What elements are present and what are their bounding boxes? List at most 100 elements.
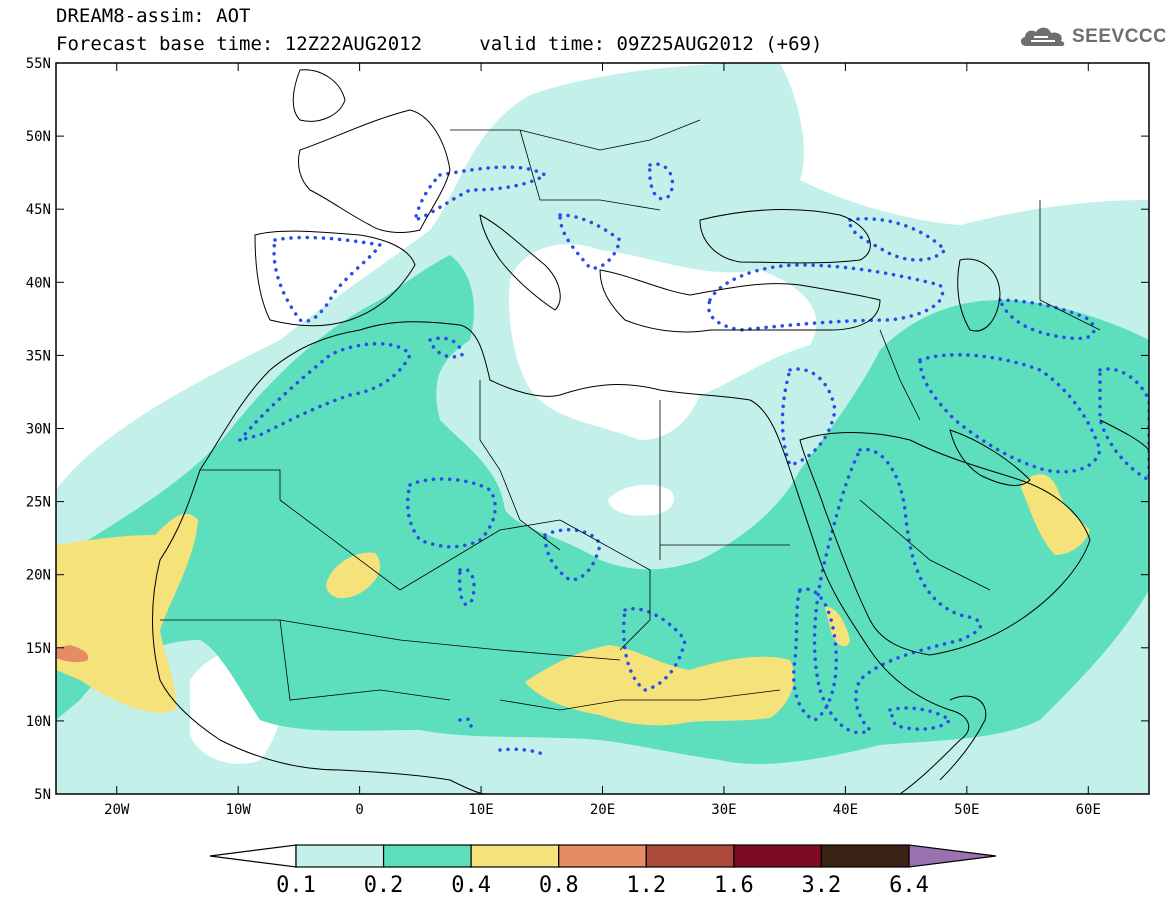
- colorbar-segment: [645, 844, 735, 868]
- colorbar-label: 1.6: [714, 873, 754, 898]
- logo-text: SEEVCCC: [1072, 26, 1165, 47]
- lat-tick-label: 40N: [26, 275, 51, 291]
- aot-contour-0.4-oman: [1020, 474, 1090, 555]
- cloud-icon: [1020, 27, 1065, 47]
- lon-tick-label: 0: [355, 802, 363, 818]
- border-algeria-libya: [479, 380, 561, 551]
- dotted-contour-tunisia: [427, 336, 464, 359]
- header-title: DREAM8-assim: AOT: [56, 5, 251, 27]
- base-time-label: Forecast base time: 12Z22AUG2012: [56, 33, 423, 55]
- lat-tick-label: 25N: [26, 495, 51, 511]
- dotted-contour-afghanistan: [1098, 367, 1149, 482]
- colorbar-label: 3.2: [802, 873, 842, 898]
- dotted-contour-balkans: [558, 213, 622, 270]
- border-europe-b: [519, 129, 661, 211]
- border-sahel: [279, 619, 621, 661]
- seevccc-logo: SEEVCCC: [1018, 22, 1165, 52]
- lon-tick-label: 50E: [954, 802, 979, 818]
- lat-tick-label: 5N: [34, 787, 51, 803]
- colorbar-segment: [558, 844, 647, 868]
- coastline-black-sea: [699, 209, 871, 264]
- colorbar-labels: 0.1 0.2 0.4 0.8 1.2 1.6 3.2 6.4: [276, 873, 929, 898]
- lat-tick-label: 50N: [26, 129, 51, 145]
- dotted-contour-caucasus: [848, 217, 948, 262]
- lon-tick-label: 10E: [468, 802, 493, 818]
- country-borders: [160, 119, 1101, 711]
- border-west-africa: [160, 619, 451, 701]
- lon-tick-label: 30E: [711, 802, 736, 818]
- border-mali-niger: [399, 519, 561, 591]
- coastline-caspian: [957, 258, 1001, 332]
- colorbar-label: 0.8: [539, 873, 579, 898]
- aot-contour-0.8: [56, 645, 89, 663]
- lat-tick-label: 30N: [26, 422, 51, 438]
- coastline-greece-turkey: [599, 269, 881, 333]
- aot-contour-0.4-west-coast: [56, 513, 198, 713]
- lon-tick-label: 60E: [1076, 802, 1101, 818]
- dotted-contour-caspian: [997, 298, 1096, 341]
- coastline-france: [297, 109, 451, 233]
- colorbar-segment: [295, 844, 385, 868]
- border-iran-iraq: [879, 329, 921, 421]
- colorbar-segment: [820, 844, 910, 868]
- border-central-africa: [499, 689, 781, 711]
- dotted-contour-ethiopia: [792, 587, 839, 722]
- border-iran-afghanistan: [1039, 200, 1101, 331]
- lon-tick-label: 20W: [104, 802, 130, 818]
- header-times: Forecast base time: 12Z22AUG2012 valid t…: [56, 34, 822, 54]
- colorbar-right-arrow: [908, 844, 997, 868]
- colorbar-segment: [733, 844, 823, 868]
- coastline-madagascar-somalia: [939, 695, 987, 781]
- coastline-arabia: [799, 432, 1091, 656]
- lat-tick-label: 55N: [26, 56, 51, 72]
- coastline-iberia: [254, 230, 416, 327]
- dotted-contour-horn: [887, 706, 953, 731]
- border-chad: [559, 519, 651, 651]
- aot-contour-0.2: [56, 255, 1149, 765]
- coastline-india: [1099, 419, 1149, 451]
- dotted-contour-carpathians: [648, 162, 675, 201]
- coastline-britain: [292, 69, 346, 122]
- dotted-contour-red-sea: [780, 367, 837, 468]
- border-europe-a: [450, 119, 701, 151]
- coastline-persian-gulf: [949, 429, 1031, 486]
- aot-contour-0.4-eritrea: [825, 606, 850, 647]
- dotted-contour-chad-north: [543, 528, 602, 582]
- dotted-contour-algeria: [406, 477, 497, 549]
- aot-contour-0.4-sahel: [525, 645, 794, 726]
- aot-hole-libya: [608, 484, 674, 516]
- colorbar-label: 0.4: [451, 873, 491, 898]
- coastline-africa-atlantic: [152, 469, 486, 794]
- border-mauritania: [200, 469, 401, 591]
- valid-time-label: valid time: 09Z25AUG2012 (+69): [479, 33, 823, 55]
- latitude-ticks: 55N 50N 45N 40N 35N 30N 25N 20N 15N 10N 5N: [26, 56, 1149, 803]
- coastline-italy: [479, 214, 561, 311]
- dotted-contour-guinea: [498, 747, 547, 757]
- colorbar-segment: [470, 844, 560, 868]
- dotted-contour-niger-north: [457, 567, 476, 607]
- border-saudi: [859, 499, 991, 591]
- coastline-africa-west: [199, 321, 970, 794]
- lat-tick-label: 10N: [26, 714, 51, 730]
- dotted-contour-alps: [412, 165, 549, 223]
- lon-tick-label: 10W: [226, 802, 252, 818]
- colorbar-left-arrow: [209, 844, 297, 868]
- colorbar-label: 0.2: [364, 873, 404, 898]
- coastlines: [152, 69, 1149, 794]
- lat-tick-label: 20N: [26, 568, 51, 584]
- colorbar-segment: [382, 844, 472, 868]
- aot-contour-0.4-mali: [326, 552, 381, 599]
- longitude-ticks: 20W 10W 0 10E 20E 30E 40E 50E 60E: [104, 63, 1101, 818]
- lat-tick-label: 15N: [26, 641, 51, 657]
- aot-hole-mediterranean: [509, 244, 817, 440]
- dotted-contour-arabia: [812, 447, 983, 735]
- colorbar-label: 6.4: [889, 873, 929, 898]
- colorbar: 0.1 0.2 0.4 0.8 1.2 1.6 3.2 6.4: [209, 844, 997, 898]
- lat-tick-label: 45N: [26, 202, 51, 218]
- lon-tick-label: 40E: [833, 802, 858, 818]
- lon-tick-label: 20E: [590, 802, 615, 818]
- aot-field: [56, 63, 1149, 794]
- colorbar-label: 0.1: [276, 873, 316, 898]
